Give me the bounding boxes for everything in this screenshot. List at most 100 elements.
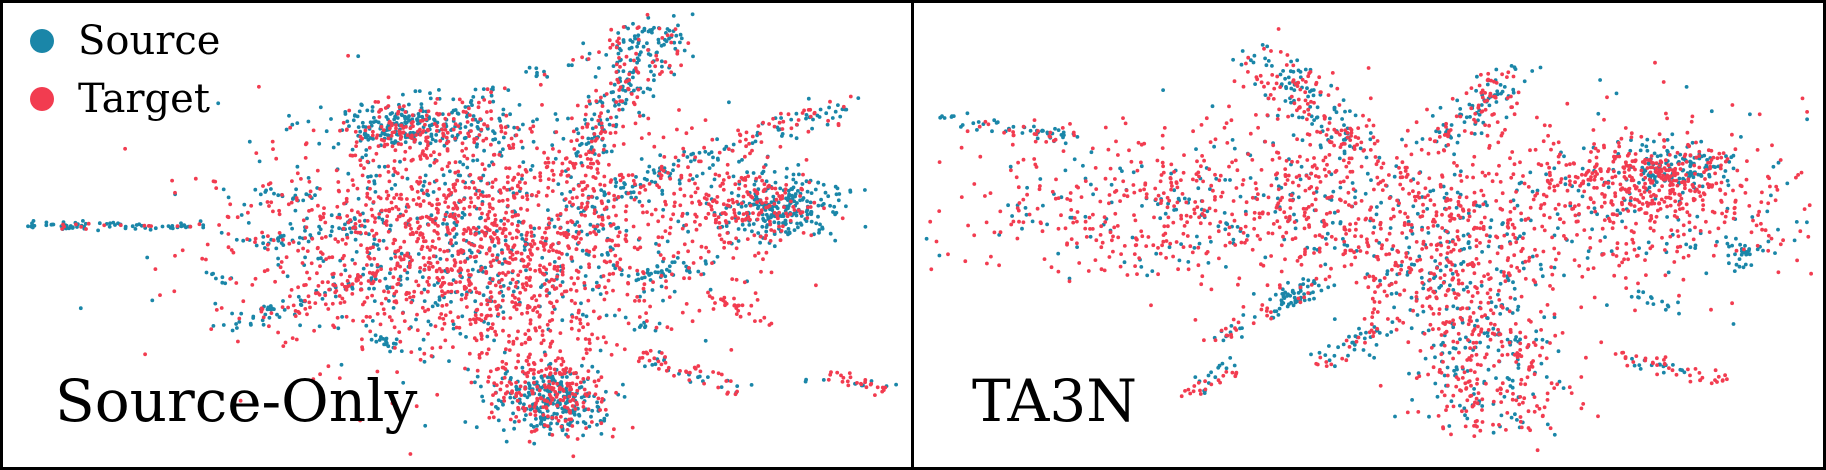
target-point bbox=[528, 248, 532, 252]
source-point bbox=[1445, 365, 1450, 370]
target-point bbox=[540, 241, 545, 246]
target-point bbox=[696, 364, 701, 368]
source-point bbox=[1251, 292, 1256, 296]
source-point bbox=[700, 171, 705, 176]
target-point bbox=[828, 99, 832, 104]
target-point bbox=[663, 355, 667, 359]
target-point bbox=[859, 381, 863, 386]
target-point bbox=[618, 99, 623, 103]
target-point bbox=[416, 129, 420, 134]
target-point bbox=[507, 146, 512, 151]
target-point bbox=[616, 195, 621, 199]
target-point bbox=[458, 260, 463, 265]
target-point bbox=[479, 313, 484, 317]
source-point bbox=[456, 173, 461, 178]
target-point bbox=[624, 204, 629, 209]
target-point bbox=[420, 244, 425, 249]
target-point bbox=[600, 126, 604, 130]
target-point bbox=[722, 240, 727, 245]
source-point bbox=[1792, 238, 1797, 243]
target-point bbox=[487, 228, 492, 233]
target-point bbox=[575, 375, 580, 380]
target-point bbox=[497, 260, 502, 265]
target-point bbox=[528, 321, 533, 326]
source-point bbox=[1640, 165, 1645, 170]
source-point bbox=[751, 222, 756, 226]
source-point bbox=[651, 94, 656, 99]
target-point bbox=[743, 176, 748, 180]
source-point bbox=[519, 233, 524, 237]
target-point bbox=[617, 88, 622, 92]
source-point bbox=[219, 230, 224, 235]
target-point bbox=[525, 197, 530, 202]
target-point bbox=[330, 301, 335, 306]
target-point bbox=[848, 375, 853, 380]
target-point bbox=[531, 371, 536, 376]
source-point bbox=[844, 204, 848, 209]
target-point bbox=[764, 233, 768, 238]
target-point bbox=[436, 224, 440, 228]
target-point bbox=[346, 220, 351, 225]
source-point bbox=[602, 143, 607, 148]
source-point bbox=[530, 164, 535, 168]
target-point bbox=[526, 328, 531, 333]
target-point bbox=[569, 139, 574, 144]
source-point bbox=[1727, 160, 1732, 164]
source-point bbox=[429, 213, 434, 218]
source-point bbox=[856, 96, 861, 100]
target-point bbox=[510, 293, 515, 298]
source-point bbox=[545, 75, 550, 79]
target-point bbox=[500, 250, 505, 255]
source-point bbox=[1263, 93, 1268, 97]
target-point bbox=[304, 141, 309, 146]
source-point bbox=[458, 331, 463, 336]
target-point bbox=[575, 402, 579, 407]
target-point bbox=[493, 283, 498, 288]
source-point bbox=[272, 191, 276, 196]
source-point bbox=[715, 137, 719, 142]
target-point bbox=[688, 370, 692, 375]
target-point bbox=[632, 58, 636, 63]
source-point bbox=[509, 376, 513, 380]
target-point bbox=[214, 186, 219, 191]
source-point bbox=[517, 103, 522, 107]
source-point bbox=[350, 147, 355, 152]
target-point bbox=[755, 298, 760, 302]
source-point bbox=[1592, 206, 1597, 211]
target-point bbox=[318, 217, 323, 222]
target-point bbox=[759, 208, 764, 213]
source-point bbox=[501, 428, 506, 432]
target-point bbox=[512, 305, 517, 309]
target-point bbox=[453, 136, 457, 141]
source-point bbox=[370, 109, 375, 113]
target-point bbox=[415, 189, 420, 194]
target-point bbox=[416, 236, 421, 241]
source-point bbox=[501, 147, 505, 152]
source-point bbox=[995, 120, 1000, 125]
target-point bbox=[710, 261, 714, 265]
source-point bbox=[524, 413, 528, 417]
source-point bbox=[658, 153, 663, 158]
source-point bbox=[1433, 355, 1437, 360]
source-point bbox=[500, 262, 505, 266]
target-point bbox=[772, 202, 777, 206]
source-point bbox=[1338, 221, 1343, 226]
target-point bbox=[732, 211, 737, 215]
source-point bbox=[1510, 385, 1515, 390]
target-point bbox=[609, 27, 614, 32]
source-point bbox=[516, 219, 521, 224]
source-point bbox=[1535, 188, 1540, 193]
source-point bbox=[349, 230, 354, 235]
target-point bbox=[532, 405, 537, 409]
target-point bbox=[680, 211, 685, 216]
source-point bbox=[473, 259, 478, 264]
target-point bbox=[502, 222, 507, 227]
source-point bbox=[291, 197, 295, 201]
target-point bbox=[440, 289, 444, 294]
target-point bbox=[652, 356, 657, 361]
source-point bbox=[1512, 286, 1517, 291]
target-point bbox=[426, 109, 431, 114]
target-point bbox=[526, 370, 530, 375]
source-point bbox=[1088, 234, 1093, 239]
source-point bbox=[1342, 149, 1347, 154]
